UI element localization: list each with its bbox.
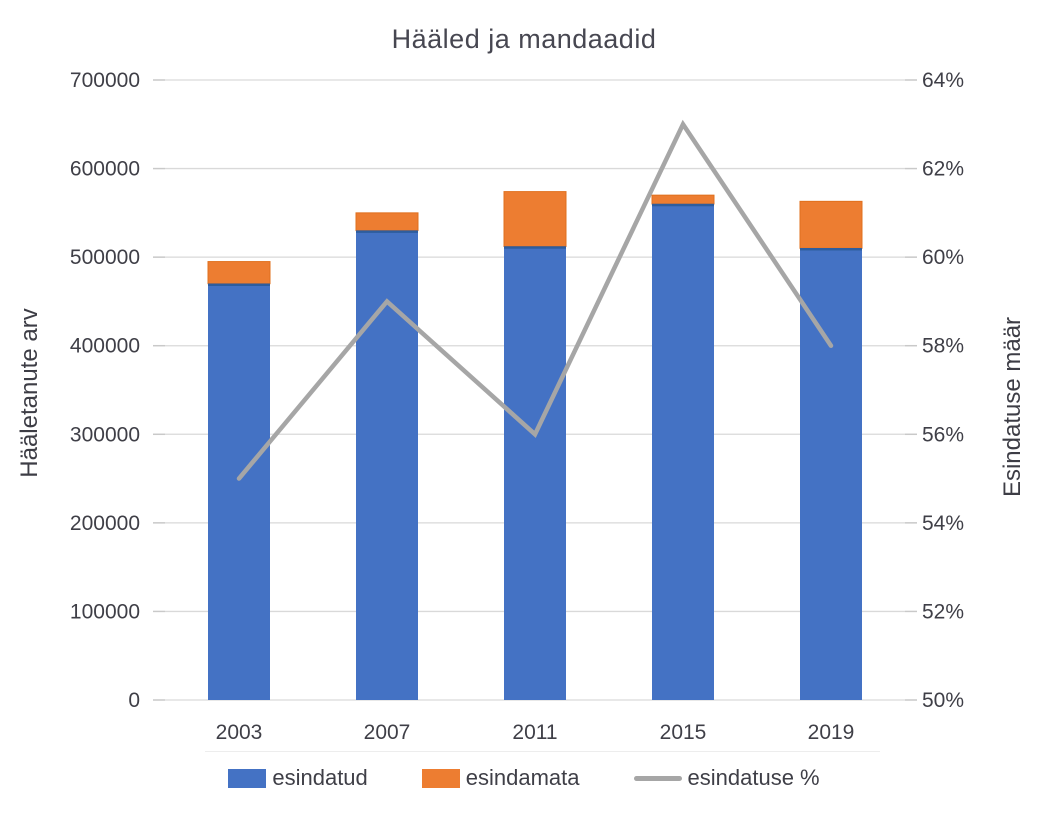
left-axis-tick-label: 300000 [70, 423, 140, 446]
legend-item-esindamata: esindamata [421, 765, 580, 791]
x-axis-category-label: 2003 [216, 721, 263, 744]
bar-esindatud-2007 [356, 230, 418, 701]
bar-esindamata-2007 [355, 212, 419, 232]
bar-esindamata-2015 [651, 194, 715, 205]
right-axis-tick-label: 60% [922, 246, 964, 269]
legend-item-esindatud: esindatud [228, 765, 368, 791]
right-axis-tick-label: 62% [922, 158, 964, 181]
left-axis-tick-label: 100000 [70, 600, 140, 623]
bar-esindatud-2003 [208, 283, 270, 700]
bar-esindatud-2015 [652, 204, 714, 700]
right-axis-tick-label: 56% [922, 423, 964, 446]
bar-esindamata-2003 [207, 261, 271, 285]
right-axis-tick-label: 50% [922, 689, 964, 712]
left-axis-tick-label: 200000 [70, 512, 140, 535]
x-axis-category-label: 2019 [808, 721, 855, 744]
x-axis-category-label: 2007 [364, 721, 411, 744]
esindatuse-line-swatch-icon [633, 775, 682, 781]
legend-item-esindatuse-pct: esindatuse % [633, 765, 820, 791]
legend-label: esindatud [272, 765, 368, 790]
bar-esindamata-2019 [799, 200, 863, 249]
x-axis-category-label: 2011 [512, 721, 557, 744]
esindamata-swatch-icon [421, 768, 460, 788]
legend-label: esindatuse % [687, 765, 820, 790]
right-axis-tick-label: 54% [922, 512, 964, 535]
esindatuse-line-series [236, 119, 834, 481]
bar-esindatud-2011 [504, 246, 566, 700]
legend-divider [205, 751, 880, 752]
left-axis-tick-label: 600000 [70, 158, 140, 181]
right-axis-tick-label: 64% [922, 69, 964, 92]
left-axis-tick-label: 0 [128, 689, 140, 712]
chart-title: Hääled ja mandaadid [391, 24, 657, 54]
left-axis-tick-label: 400000 [70, 335, 140, 358]
left-axis-tick-label: 500000 [70, 246, 140, 269]
right-axis-tick-label: 52% [922, 600, 964, 623]
esindatud-swatch-icon [228, 768, 267, 788]
left-axis-tick-label: 700000 [70, 69, 140, 92]
legend-label: esindamata [465, 765, 580, 790]
chart-legend: esindatud esindamata esindatuse % [0, 756, 1048, 800]
bar-esindamata-2011 [503, 191, 567, 248]
right-axis-tick-label: 58% [922, 335, 964, 358]
bar-esindatud-2019 [800, 248, 862, 701]
x-axis-category-label: 2015 [660, 721, 707, 744]
